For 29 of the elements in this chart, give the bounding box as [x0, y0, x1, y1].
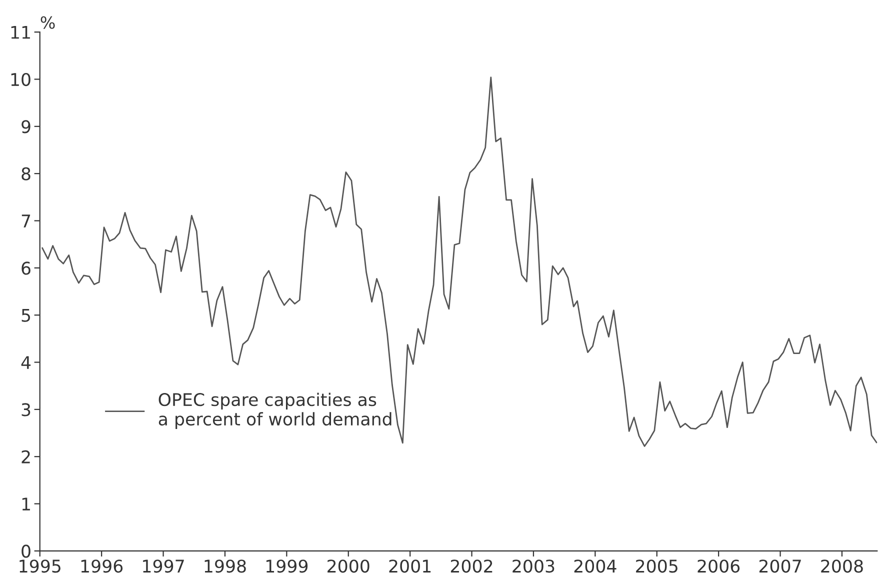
y-tick-label: 8 [22, 167, 30, 180]
y-tick-label: 0 [22, 544, 30, 558]
x-tick-label: 2002 [450, 560, 492, 573]
x-tick-label: 1999 [266, 560, 308, 573]
y-tick-label: 6 [22, 262, 30, 275]
y-tick-label: 4 [21, 356, 31, 369]
y-tick-label: 5 [22, 309, 30, 322]
x-tick-label: 2004 [574, 560, 616, 573]
x-tick-label: 2006 [698, 560, 740, 573]
legend-label: OPEC spare capacities as a percent of world demand [158, 392, 392, 429]
y-tick-label: 7 [22, 214, 30, 228]
y-tick-label: 1 [22, 498, 30, 510]
x-tick-label: 2000 [328, 560, 370, 573]
line-series [42, 76, 878, 447]
x-tick-label: 2005 [636, 560, 678, 573]
x-tick-label: 1998 [204, 560, 246, 573]
x-tick-label: 2003 [512, 560, 554, 573]
x-tick-label: 1995 [20, 560, 60, 573]
y-tick-label: 3 [22, 403, 30, 416]
y-tick-label: 2 [22, 450, 30, 464]
y-tick-label: 9 [22, 120, 30, 134]
y-axis-title: % [40, 16, 55, 29]
x-tick-label: 1997 [143, 560, 184, 573]
x-tick-label: 2007 [759, 560, 801, 573]
x-tick-label: 2008 [821, 560, 863, 573]
y-tick-label: 11 [11, 26, 30, 39]
y-tick-label: 10 [11, 72, 30, 86]
x-tick-label: 1996 [81, 560, 123, 573]
x-tick-label: 2001 [389, 560, 431, 573]
